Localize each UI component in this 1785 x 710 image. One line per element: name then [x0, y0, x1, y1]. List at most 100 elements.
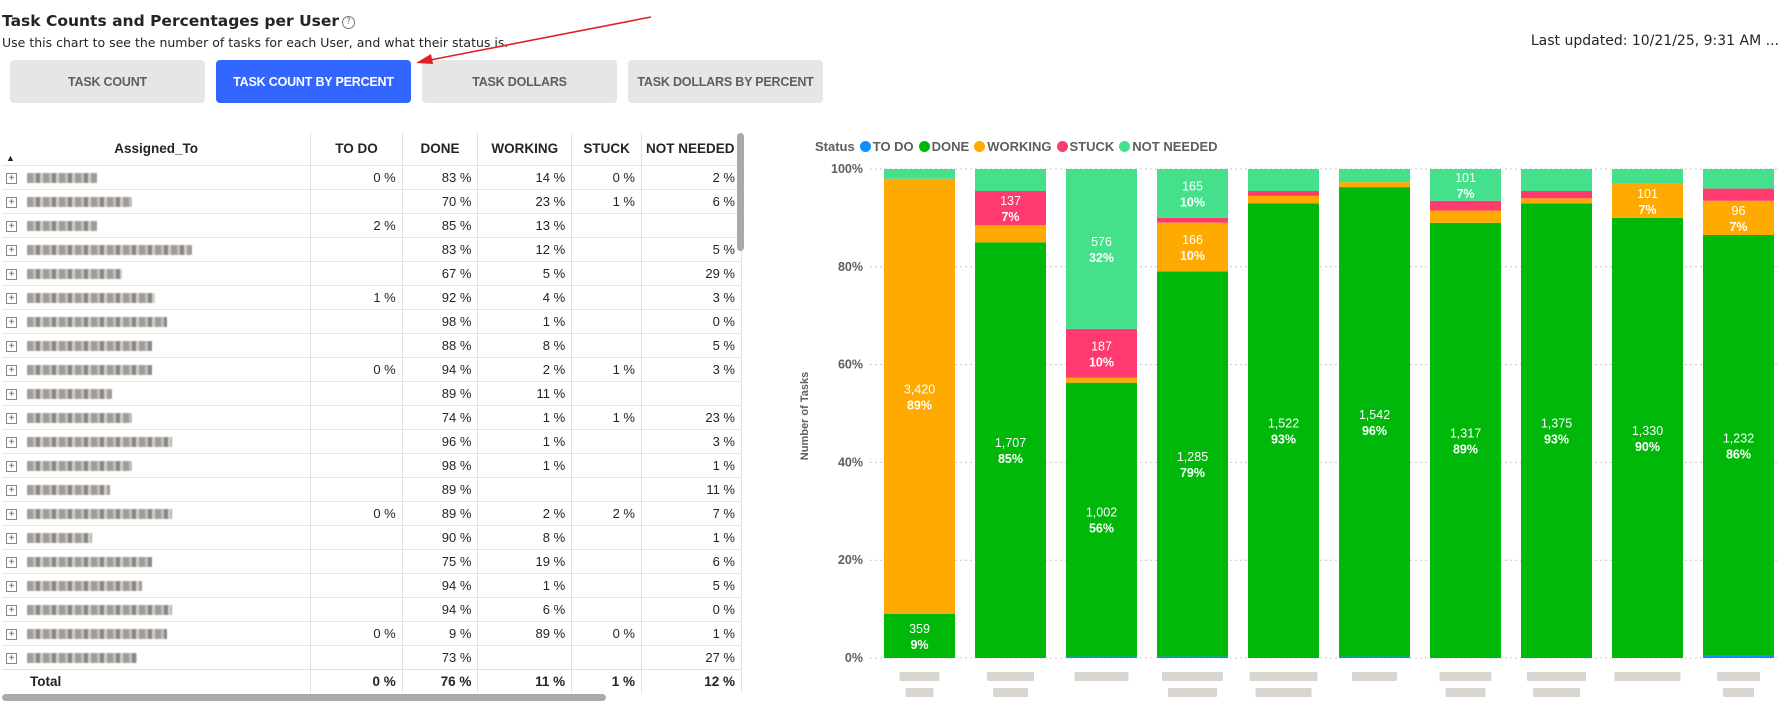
- bar-segment-working[interactable]: [975, 225, 1046, 243]
- bar-segment-stuck[interactable]: [1521, 191, 1592, 199]
- vertical-scrollbar[interactable]: [737, 133, 744, 251]
- legend-item-to-do[interactable]: TO DO: [859, 139, 914, 154]
- bar-segment-not-needed[interactable]: [1157, 169, 1228, 218]
- bar-segment-not-needed[interactable]: [1430, 169, 1501, 201]
- bar-segment-working[interactable]: [1521, 198, 1592, 204]
- expand-plus-icon[interactable]: +: [6, 340, 17, 352]
- table-row[interactable]: +73 % 27 %: [2, 644, 742, 669]
- bar-segment-to-do[interactable]: [1703, 655, 1774, 658]
- table-row[interactable]: +90 % 8 % 1 %: [2, 524, 742, 549]
- expand-plus-icon[interactable]: +: [6, 436, 17, 448]
- horizontal-scrollbar[interactable]: [2, 694, 606, 701]
- bar-segment-done[interactable]: [1066, 382, 1137, 657]
- bar-segment-working[interactable]: [1703, 200, 1774, 236]
- table-row[interactable]: +1 % 92 % 4 % 3 %: [2, 284, 742, 309]
- bar-segment-not-needed[interactable]: [1248, 169, 1319, 192]
- column-header-not-needed[interactable]: NOT NEEDED: [641, 133, 742, 165]
- table-row[interactable]: +96 % 1 % 3 %: [2, 428, 742, 453]
- expand-plus-icon[interactable]: +: [6, 268, 17, 280]
- tab-task-dollars-by-percent[interactable]: TASK DOLLARS BY PERCENT: [628, 60, 823, 103]
- bar-segment-not-needed[interactable]: [975, 169, 1046, 192]
- column-header-done[interactable]: DONE: [402, 133, 479, 165]
- bar-segment-stuck[interactable]: [1157, 217, 1228, 223]
- bar-segment-to-do[interactable]: [1066, 656, 1137, 658]
- expand-plus-icon[interactable]: +: [6, 652, 17, 664]
- bar-segment-not-needed[interactable]: [1703, 169, 1774, 189]
- table-row[interactable]: +83 % 12 % 5 %: [2, 236, 742, 261]
- expand-plus-icon[interactable]: +: [6, 604, 17, 616]
- expand-plus-icon[interactable]: +: [6, 460, 17, 472]
- bar-segment-not-needed[interactable]: [1521, 169, 1592, 192]
- expand-plus-icon[interactable]: +: [6, 172, 17, 184]
- expand-plus-icon[interactable]: +: [6, 580, 17, 592]
- bar-segment-done[interactable]: [975, 242, 1046, 658]
- expand-plus-icon[interactable]: +: [6, 508, 17, 520]
- bar-segment-working[interactable]: [884, 178, 955, 614]
- bar-segment-to-do[interactable]: [1339, 656, 1410, 658]
- bar-segment-done[interactable]: [1430, 222, 1501, 658]
- table-row[interactable]: +0 % 9 % 89 % 0 % 1 %: [2, 620, 742, 645]
- bar-segment-done[interactable]: [1339, 187, 1410, 657]
- bar-segment-working[interactable]: [1430, 210, 1501, 223]
- legend-item-stuck[interactable]: STUCK: [1056, 139, 1114, 154]
- bar-segment-working[interactable]: [1157, 222, 1228, 272]
- column-header-working[interactable]: WORKING: [477, 133, 573, 165]
- bar-segment-done[interactable]: [884, 613, 955, 658]
- expand-plus-icon[interactable]: +: [6, 244, 17, 256]
- expand-plus-icon[interactable]: +: [6, 220, 17, 232]
- bar-segment-working[interactable]: [1339, 182, 1410, 188]
- expand-plus-icon[interactable]: +: [6, 628, 17, 640]
- bar-segment-stuck[interactable]: [1248, 191, 1319, 196]
- sort-ascending-icon[interactable]: ▲: [6, 152, 15, 163]
- table-row[interactable]: +98 % 1 % 0 %: [2, 308, 742, 333]
- column-header-todo[interactable]: TO DO: [310, 133, 403, 165]
- expand-plus-icon[interactable]: +: [6, 412, 17, 424]
- expand-plus-icon[interactable]: +: [6, 388, 17, 400]
- expand-plus-icon[interactable]: +: [6, 364, 17, 376]
- column-header-stuck[interactable]: STUCK: [571, 133, 642, 165]
- bar-segment-done[interactable]: [1521, 203, 1592, 659]
- legend-item-working[interactable]: WORKING: [974, 139, 1052, 154]
- table-row[interactable]: +75 % 19 % 6 %: [2, 548, 742, 573]
- bar-segment-done[interactable]: [1248, 203, 1319, 659]
- expand-plus-icon[interactable]: +: [6, 316, 17, 328]
- bar-segment-not-needed[interactable]: [1612, 169, 1683, 184]
- bar-segment-done[interactable]: [1703, 235, 1774, 656]
- bar-segment-done[interactable]: [1157, 271, 1228, 657]
- bar-segment-not-needed[interactable]: [1066, 169, 1137, 329]
- question-circle-icon[interactable]: ?: [342, 16, 356, 29]
- legend-item-not-needed[interactable]: NOT NEEDED: [1119, 139, 1218, 154]
- bar-segment-stuck[interactable]: [1066, 328, 1137, 378]
- table-row[interactable]: +74 % 1 % 1 % 23 %: [2, 404, 742, 429]
- tab-task-count[interactable]: TASK COUNT: [10, 60, 205, 103]
- bar-segment-stuck[interactable]: [975, 191, 1046, 226]
- bar-segment-not-needed[interactable]: [1339, 169, 1410, 183]
- expand-plus-icon[interactable]: +: [6, 532, 17, 544]
- column-header-assigned-to[interactable]: ▲ Assigned_To: [2, 133, 312, 165]
- table-row[interactable]: +94 % 6 % 0 %: [2, 596, 742, 621]
- bar-segment-to-do[interactable]: [1157, 656, 1228, 658]
- table-row[interactable]: +94 % 1 % 5 %: [2, 572, 742, 597]
- bar-segment-stuck[interactable]: [1430, 200, 1501, 211]
- expand-plus-icon[interactable]: +: [6, 556, 17, 568]
- table-row[interactable]: +98 % 1 % 1 %: [2, 452, 742, 477]
- bar-segment-not-needed[interactable]: [884, 169, 955, 179]
- table-row[interactable]: +89 % 11 %: [2, 476, 742, 501]
- expand-plus-icon[interactable]: +: [6, 292, 17, 304]
- expand-plus-icon[interactable]: +: [6, 484, 17, 496]
- tab-task-count-by-percent[interactable]: TASK COUNT BY PERCENT: [216, 60, 411, 103]
- table-row[interactable]: +0 % 83 % 14 % 0 % 2 %: [2, 164, 742, 189]
- expand-plus-icon[interactable]: +: [6, 196, 17, 208]
- bar-segment-working[interactable]: [1248, 195, 1319, 204]
- table-row[interactable]: +0 % 89 % 2 % 2 % 7 %: [2, 500, 742, 525]
- bar-segment-working[interactable]: [1612, 183, 1683, 218]
- table-row[interactable]: +88 % 8 % 5 %: [2, 332, 742, 357]
- legend-item-done[interactable]: DONE: [918, 139, 969, 154]
- table-row[interactable]: +89 % 11 %: [2, 380, 742, 405]
- table-row[interactable]: +67 % 5 % 29 %: [2, 260, 742, 285]
- tab-task-dollars[interactable]: TASK DOLLARS: [422, 60, 617, 103]
- bar-segment-working[interactable]: [1066, 377, 1137, 383]
- bar-segment-stuck[interactable]: [1703, 188, 1774, 201]
- bar-segment-done[interactable]: [1612, 217, 1683, 658]
- table-row[interactable]: +70 % 23 % 1 % 6 %: [2, 188, 742, 213]
